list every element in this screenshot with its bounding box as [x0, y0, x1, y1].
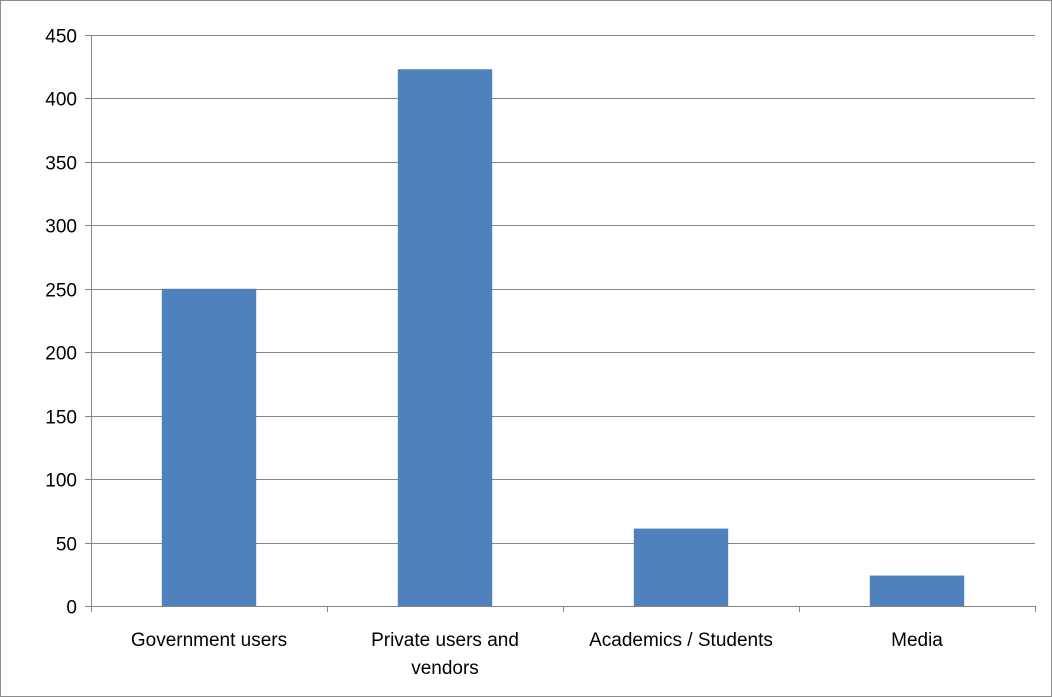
- x-category-labels: Government users Private users and vendors…: [131, 630, 943, 679]
- x-category-label: Media: [891, 630, 943, 651]
- bar: [397, 69, 493, 606]
- y-tick-label: 100: [45, 471, 77, 492]
- x-category-label-line: Academics / Students: [589, 630, 773, 651]
- y-tick-label: 250: [45, 281, 77, 302]
- x-category-label-line: Government users: [131, 630, 287, 651]
- y-tick-label: 400: [45, 90, 77, 111]
- bar: [161, 288, 257, 606]
- y-tick-label: 50: [56, 535, 77, 556]
- y-tick-label: 150: [45, 408, 77, 429]
- x-category-label: Private users and vendors: [371, 630, 519, 679]
- x-category-label-line: Private users and: [371, 630, 519, 651]
- axes: [85, 35, 1036, 612]
- y-tick-label: 0: [66, 598, 77, 619]
- x-category-label: Government users: [131, 630, 287, 651]
- y-tick-label: 300: [45, 217, 77, 238]
- y-tick-label: 200: [45, 344, 77, 365]
- x-category-label-line: Media: [891, 630, 943, 651]
- bar: [869, 575, 965, 606]
- y-tick-label: 350: [45, 154, 77, 175]
- x-category-label: Academics / Students: [589, 630, 773, 651]
- bar: [633, 528, 729, 606]
- bars: [161, 69, 965, 606]
- y-tick-labels: 0 50 100 150 200 250 300 350 400 450: [45, 27, 77, 619]
- x-category-label-line: vendors: [411, 658, 479, 679]
- y-tick-label: 450: [45, 27, 77, 48]
